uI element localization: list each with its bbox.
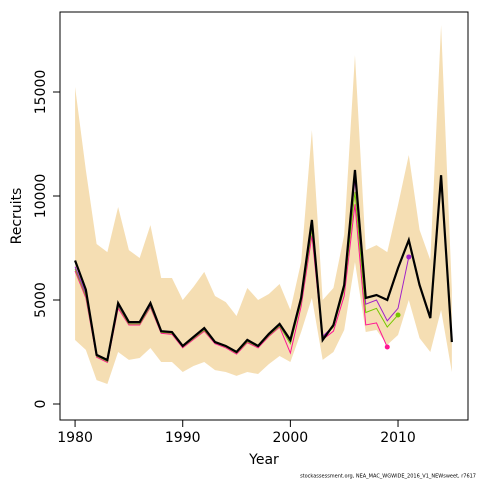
- end-point: [384, 344, 390, 350]
- end-point: [395, 312, 401, 318]
- x-tick-label: 2010: [380, 430, 416, 446]
- confidence-band: [75, 25, 452, 385]
- x-tick-label: 1980: [57, 430, 93, 446]
- line: [74, 169, 453, 362]
- footnote: stockassessment.org, NEA_MAC_WGWIDE_2016…: [300, 474, 476, 480]
- y-axis-label: Recruits: [9, 188, 25, 245]
- end-point: [406, 254, 412, 260]
- y-tick-label: 10000: [33, 174, 49, 219]
- y-tick-label: 15000: [33, 70, 49, 115]
- line: [74, 204, 388, 364]
- x-axis-label: Year: [248, 452, 279, 468]
- y-tick-label: 0: [33, 400, 49, 409]
- x-tick-label: 1990: [165, 430, 201, 446]
- y-tick-label: 5000: [33, 282, 49, 318]
- x-tick-label: 2000: [273, 430, 309, 446]
